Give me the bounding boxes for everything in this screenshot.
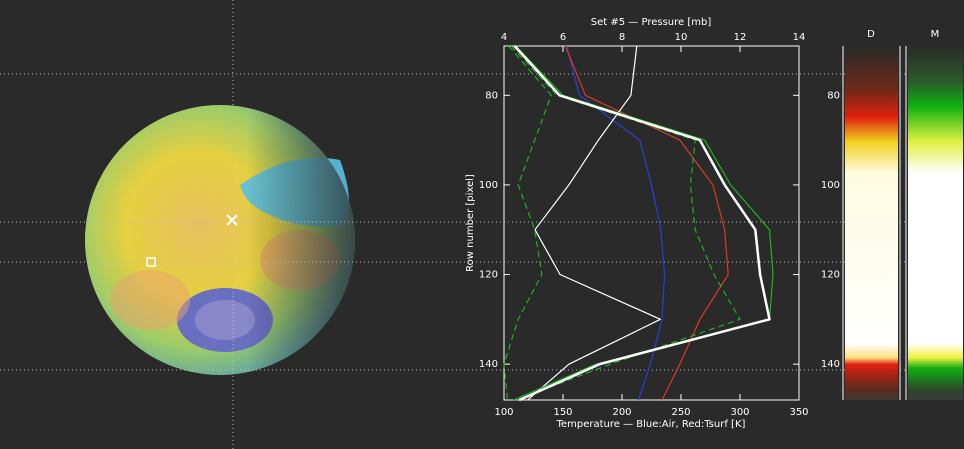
panel-label: D bbox=[867, 29, 875, 40]
x2-tick-label: 12 bbox=[734, 32, 747, 43]
screen: Set #5 — Pressure [mb] Temperature — Blu… bbox=[0, 0, 964, 449]
x2-tick-label: 6 bbox=[560, 32, 566, 43]
x-tick-label: 150 bbox=[553, 407, 572, 418]
y-tick-label: 120 bbox=[479, 270, 498, 281]
planet-image bbox=[85, 105, 355, 375]
x-axis-label: Temperature — Blue:Air, Red:Tsurf [K] bbox=[556, 419, 746, 430]
panel-m-image bbox=[908, 46, 963, 400]
x-tick-label: 100 bbox=[494, 407, 513, 418]
y-tick-label: 120 bbox=[821, 270, 840, 281]
x-tick-label: 350 bbox=[789, 407, 808, 418]
x2-tick-label: 8 bbox=[619, 32, 625, 43]
x-tick-label: 200 bbox=[612, 407, 631, 418]
y-tick-label: 80 bbox=[485, 90, 498, 101]
chart-title: Set #5 — Pressure [mb] bbox=[591, 17, 712, 28]
y-tick-label: 100 bbox=[821, 180, 840, 191]
x-tick-label: 250 bbox=[671, 407, 690, 418]
y-tick-label: 80 bbox=[827, 90, 840, 101]
panel-d-image bbox=[845, 46, 898, 400]
y-tick-label: 140 bbox=[821, 359, 840, 370]
y-tick-label: 140 bbox=[479, 359, 498, 370]
y-tick-label: 100 bbox=[479, 180, 498, 191]
x2-tick-label: 14 bbox=[793, 32, 806, 43]
panel-label: M bbox=[931, 29, 940, 40]
x-tick-label: 300 bbox=[730, 407, 749, 418]
y-axis-label: Row number [pixel] bbox=[465, 174, 476, 272]
x2-tick-label: 10 bbox=[675, 32, 688, 43]
x2-tick-label: 4 bbox=[501, 32, 507, 43]
